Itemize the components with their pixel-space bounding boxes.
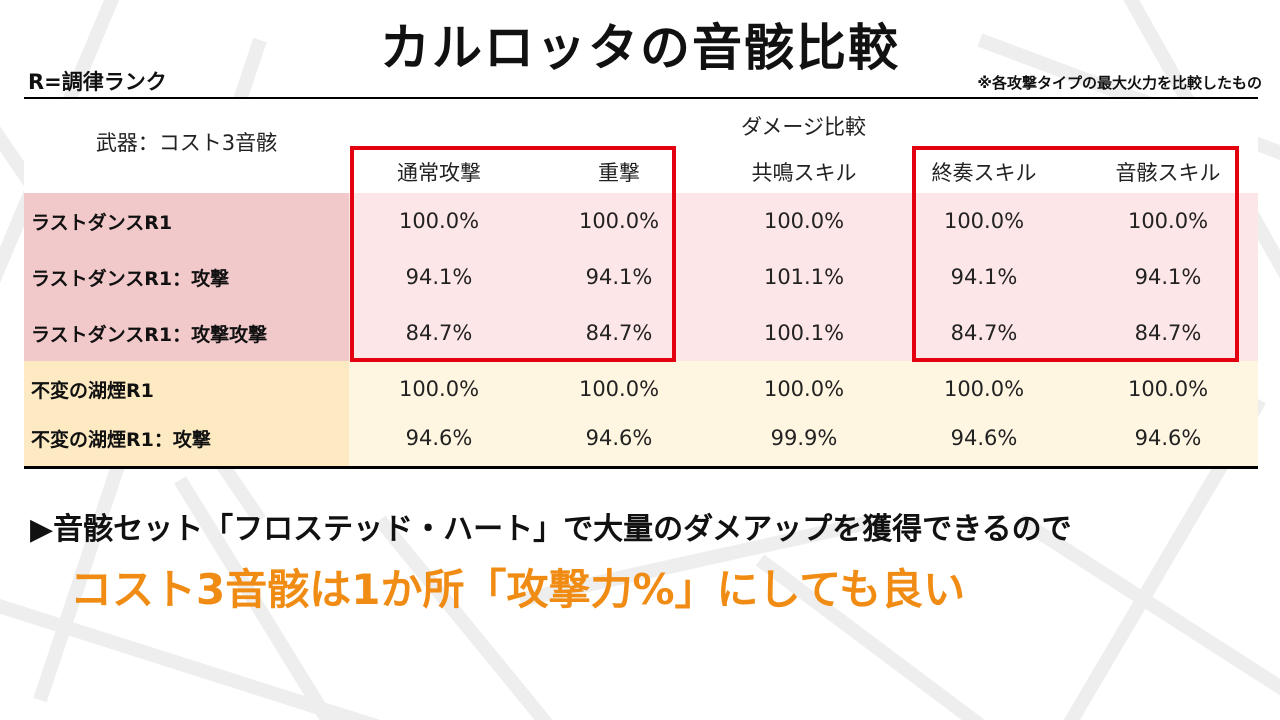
table-cell: 94.1% xyxy=(405,265,473,289)
table-cell: 100.1% xyxy=(763,321,845,345)
weapon-cost-label: 武器：コスト3音骸 xyxy=(95,131,278,155)
table-cell: 100.0% xyxy=(943,209,1025,233)
table-cell: 94.6% xyxy=(405,426,473,450)
recommendation-note: コスト3音骸は1か所「攻撃力%」にしても良い xyxy=(70,565,966,614)
table-top-rule xyxy=(24,97,1258,99)
table-cell: 100.0% xyxy=(1127,209,1209,233)
comparison-note: ※各攻撃タイプの最大火力を比較したもの xyxy=(977,74,1262,92)
column-header-outro-skill: 終奏スキル xyxy=(931,161,1037,185)
column-header-echo-skill: 音骸スキル xyxy=(1115,161,1221,185)
table-row: ラストダンスR1：攻撃攻撃 84.7% 84.7% 100.1% 84.7% 8… xyxy=(24,305,1258,361)
highlight-box-normal-heavy xyxy=(350,146,676,362)
row-label: 不変の湖煙R1：攻撃 xyxy=(24,410,349,466)
row-label: 不変の湖煙R1 xyxy=(24,361,349,417)
row-label: ラストダンスR1 xyxy=(24,193,349,249)
table-cell: 84.7% xyxy=(1134,321,1202,345)
column-header-normal-attack: 通常攻撃 xyxy=(397,161,481,185)
table-cell: 100.0% xyxy=(398,377,480,401)
table-cell: 94.6% xyxy=(585,426,653,450)
table-cell: 100.0% xyxy=(943,377,1025,401)
table-cell: 94.1% xyxy=(950,265,1018,289)
rank-legend: R=調律ランク xyxy=(28,70,167,94)
table-cell: 100.0% xyxy=(763,209,845,233)
table-cell: 99.9% xyxy=(770,426,838,450)
table-row: ラストダンスR1：攻撃 94.1% 94.1% 101.1% 94.1% 94.… xyxy=(24,249,1258,305)
highlight-box-outro-echo xyxy=(912,146,1239,362)
table-cell: 100.0% xyxy=(578,377,660,401)
comparison-table: 武器：コスト3音骸 ダメージ比較 通常攻撃 重撃 共鳴スキル 終奏スキル 音骸ス… xyxy=(24,97,1258,469)
table-cell: 94.1% xyxy=(1134,265,1202,289)
table-cell: 94.6% xyxy=(1134,426,1202,450)
table-row: 不変の湖煙R1 100.0% 100.0% 100.0% 100.0% 100.… xyxy=(24,361,1258,417)
table-row: ラストダンスR1 100.0% 100.0% 100.0% 100.0% 100… xyxy=(24,193,1258,249)
page-title: カルロッタの音骸比較 xyxy=(380,19,900,77)
table-cell: 100.0% xyxy=(1127,377,1209,401)
table-bottom-rule xyxy=(24,466,1258,469)
table-cell: 100.0% xyxy=(578,209,660,233)
row-label: ラストダンスR1：攻撃 xyxy=(24,249,349,305)
table-cell: 94.1% xyxy=(585,265,653,289)
echo-set-note: ▶音骸セット「フロステッド・ハート」で大量のダメアップを獲得できるので xyxy=(30,512,1072,547)
table-cell: 84.7% xyxy=(405,321,473,345)
table-cell: 84.7% xyxy=(585,321,653,345)
column-header-heavy-attack: 重撃 xyxy=(598,161,640,185)
damage-comparison-label: ダメージ比較 xyxy=(741,115,866,139)
table-cell: 100.0% xyxy=(398,209,480,233)
table-cell: 94.6% xyxy=(950,426,1018,450)
table-row: 不変の湖煙R1：攻撃 94.6% 94.6% 99.9% 94.6% 94.6% xyxy=(24,410,1258,466)
table-cell: 101.1% xyxy=(763,265,845,289)
table-cell: 100.0% xyxy=(763,377,845,401)
table-cell: 84.7% xyxy=(950,321,1018,345)
column-header-resonance-skill: 共鳴スキル xyxy=(751,161,857,185)
row-label: ラストダンスR1：攻撃攻撃 xyxy=(24,305,349,361)
